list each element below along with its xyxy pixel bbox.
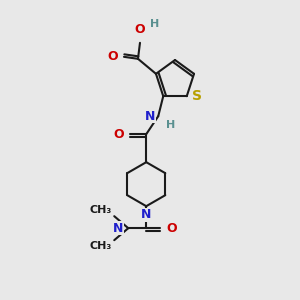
Text: N: N — [141, 208, 152, 221]
Text: S: S — [192, 89, 202, 103]
Text: N: N — [145, 110, 155, 123]
Text: CH₃: CH₃ — [90, 241, 112, 251]
Text: N: N — [113, 222, 123, 235]
Text: O: O — [114, 128, 124, 141]
Text: O: O — [135, 23, 145, 36]
Text: H: H — [150, 19, 159, 29]
Text: CH₃: CH₃ — [90, 205, 112, 215]
Text: O: O — [166, 222, 177, 235]
Text: H: H — [166, 120, 176, 130]
Text: O: O — [107, 50, 118, 63]
